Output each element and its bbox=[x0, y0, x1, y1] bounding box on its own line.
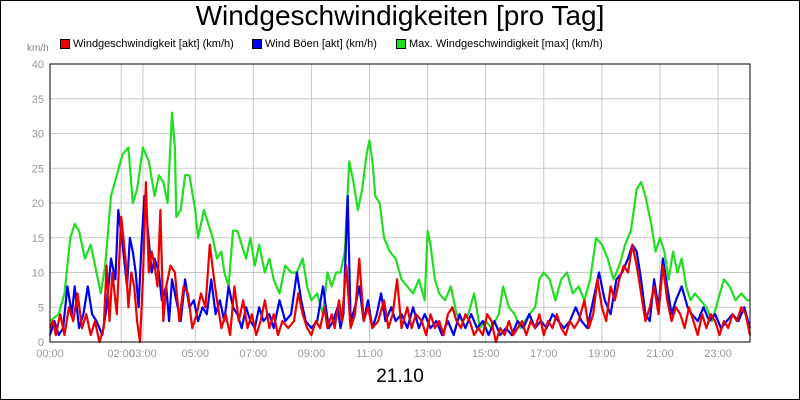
x-tick-label: 19:00 bbox=[588, 348, 616, 360]
x-tick-label: 09:00 bbox=[298, 348, 326, 360]
legend-item-max-speed: Max. Windgeschwindigkeit [max] (km/h) bbox=[396, 38, 603, 50]
unit-label: km/h bbox=[27, 43, 49, 54]
y-tick-label: 15 bbox=[32, 233, 44, 245]
x-tick-label: 11:00 bbox=[356, 348, 383, 360]
y-tick-label: 35 bbox=[32, 94, 44, 106]
x-tick-label: 15:00 bbox=[472, 348, 500, 360]
y-tick-label: 20 bbox=[32, 198, 44, 210]
date-label: 21.10 bbox=[376, 366, 424, 387]
y-tick-label: 40 bbox=[32, 59, 44, 71]
chart-title: Windgeschwindigkeiten [pro Tag] bbox=[195, 0, 605, 31]
series-lines bbox=[48, 111, 752, 344]
x-tick-label: 23:00 bbox=[704, 348, 732, 360]
legend-label-gusts: Wind Böen [akt] (km/h) bbox=[265, 38, 377, 50]
y-tick-label: 30 bbox=[32, 129, 44, 141]
x-tick-label: 03:00 bbox=[129, 348, 157, 360]
y-tick-label: 25 bbox=[32, 163, 44, 175]
line-max-speed bbox=[49, 111, 750, 330]
legend-swatch-gusts bbox=[252, 39, 262, 49]
legend-swatch-wind-speed bbox=[60, 39, 70, 49]
x-tick-label: 13:00 bbox=[414, 348, 442, 360]
y-tick-label: 10 bbox=[32, 268, 44, 280]
x-tick-label: 17:00 bbox=[530, 348, 558, 360]
x-tick-label: 07:00 bbox=[240, 348, 268, 360]
legend-label-max-speed: Max. Windgeschwindigkeit [max] (km/h) bbox=[409, 38, 603, 50]
line-wind-speed bbox=[48, 181, 752, 344]
legend-swatch-max-speed bbox=[396, 39, 406, 49]
legend-item-wind-speed: Windgeschwindigkeit [akt] (km/h) bbox=[60, 38, 234, 50]
x-tick-label: 00:00 bbox=[36, 348, 64, 360]
x-tick-label: 21:00 bbox=[646, 348, 674, 360]
x-tick-label: 05:00 bbox=[181, 348, 209, 360]
plot-border bbox=[49, 63, 751, 343]
y-axis-ticks: 0 5 10 15 20 25 30 35 40 bbox=[32, 59, 44, 349]
legend-item-gusts: Wind Böen [akt] (km/h) bbox=[252, 38, 377, 50]
y-tick-label: 5 bbox=[38, 302, 44, 314]
x-tick-label: 02:00 bbox=[107, 348, 135, 360]
legend-label-wind-speed: Windgeschwindigkeit [akt] (km/h) bbox=[73, 38, 234, 50]
y-tick-label: 0 bbox=[38, 337, 44, 349]
